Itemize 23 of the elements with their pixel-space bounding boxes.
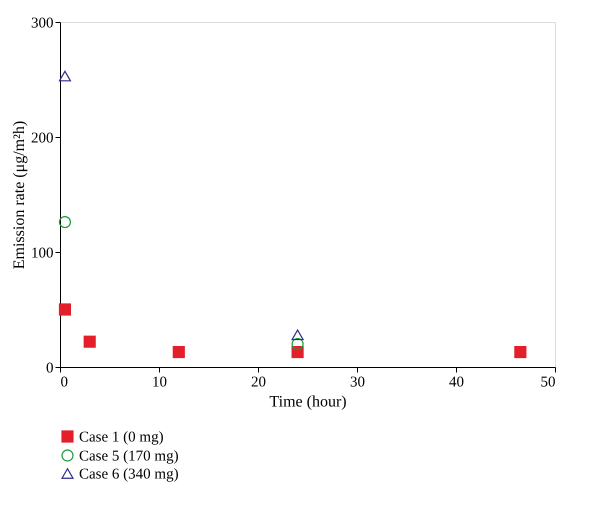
y-axis-title: Emission rate (μg/m²h) xyxy=(11,120,28,270)
point xyxy=(172,346,185,358)
point xyxy=(58,70,72,82)
y-tick-label: 0 xyxy=(46,360,54,376)
legend-label: Case 1 (0 mg) xyxy=(79,430,164,446)
x-tick-label: 30 xyxy=(350,374,365,390)
point xyxy=(58,303,72,316)
point xyxy=(514,346,526,358)
x-tick-label: 0 xyxy=(60,374,68,390)
x-tick-label: 40 xyxy=(449,374,464,390)
y-tick-label: 300 xyxy=(31,16,54,32)
point xyxy=(58,216,72,228)
x-axis-title: Time (hour) xyxy=(269,394,347,410)
point xyxy=(292,329,304,340)
legend-label: Case 6 (340 mg) xyxy=(79,466,179,482)
point xyxy=(292,338,304,350)
x-tick-label: 50 xyxy=(540,374,556,390)
x-tick-label: 20 xyxy=(251,374,266,390)
x-tick-label: 10 xyxy=(152,374,167,390)
legend-label: Case 5 (170 mg) xyxy=(79,448,179,464)
point xyxy=(84,336,96,348)
y-tick-label: 200 xyxy=(31,130,54,146)
y-tick-label: 100 xyxy=(31,246,54,262)
